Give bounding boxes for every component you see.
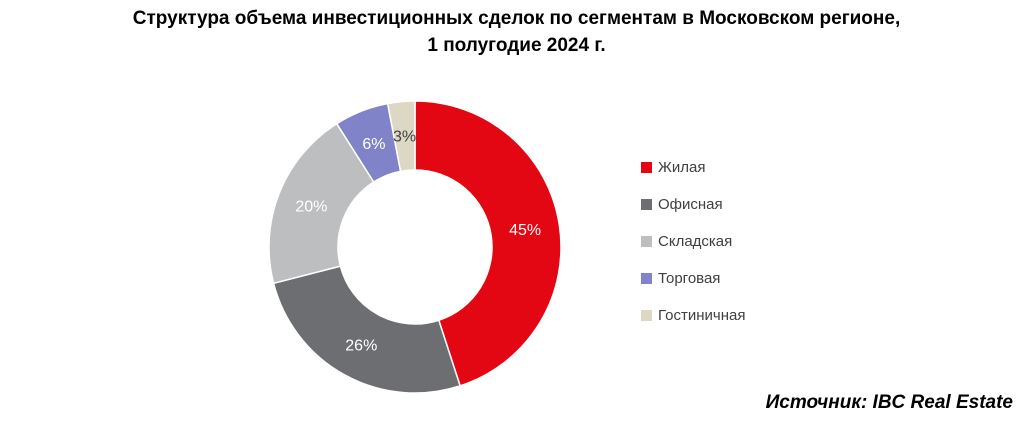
donut-segment-4 [386,100,416,173]
chart-title: Структура объема инвестиционных сделок п… [0,5,1033,59]
legend-item-2: Складская [641,233,745,250]
legend-item-0: Жилая [641,159,745,176]
chart-title-line1: Структура объема инвестиционных сделок п… [132,8,901,29]
legend-item-1: Офисная [641,196,745,213]
source-caption: Источник: IBC Real Estate [765,392,1013,413]
legend-item-4: Гостиничная [641,307,746,324]
donut-segment-1 [272,265,461,394]
donut-segment-0 [414,100,562,387]
legend-label: Складская [658,233,733,250]
data-label: 26% [345,337,377,354]
legend-label: Офисная [658,196,723,213]
chart-title-line2: 1 полугодие 2024 г. [427,35,606,56]
donut-chart: 45% 26% 20% 6% 3% [268,100,562,394]
legend-label: Гостиничная [658,307,746,324]
data-label: 3% [393,129,416,146]
legend-swatch-icon [641,273,652,284]
legend-swatch-icon [641,162,652,173]
legend-swatch-icon [641,236,652,247]
legend-swatch-icon [641,310,652,321]
legend-label: Жилая [658,159,706,176]
legend-label: Торговая [658,270,721,287]
legend-item-3: Торговая [641,270,745,287]
legend-swatch-icon [641,199,652,210]
donut-segment-2 [268,122,375,285]
data-label: 20% [295,199,327,216]
data-label: 45% [509,222,541,239]
chart-legend: Жилая Офисная Складская Торговая Гостиничная [641,159,746,345]
data-label: 6% [362,136,385,153]
